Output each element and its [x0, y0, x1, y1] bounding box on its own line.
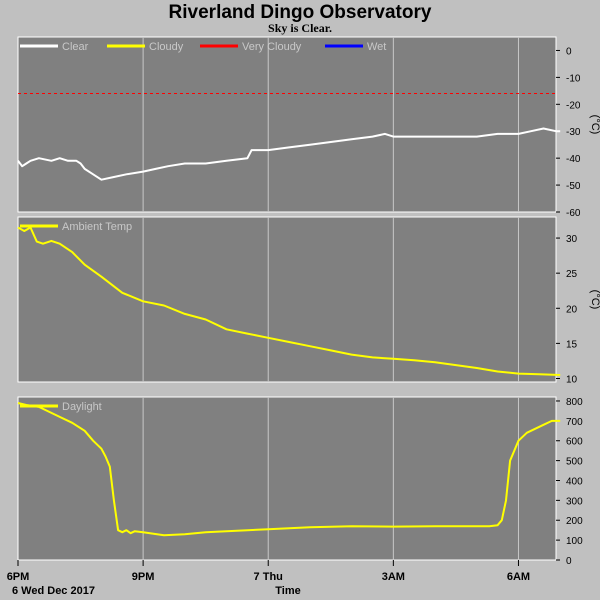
y-tick-label: 10 [566, 374, 578, 385]
plot-area [17, 36, 557, 213]
y-tick-label: 15 [566, 339, 578, 350]
panel-ambient: 30 25 20 15 10 (°C) Ambient Temp [17, 216, 600, 385]
plot-area [17, 396, 557, 561]
y-tick-label: 100 [566, 536, 583, 547]
y-axis-label: (°C) [589, 290, 600, 310]
legend-label: Wet [367, 41, 386, 53]
y-tick-label: -20 [566, 100, 581, 111]
series-line-ambient-temp [17, 226, 561, 376]
legend-label: Clear [62, 41, 89, 53]
x-tick-label: 7 Thu [254, 571, 283, 583]
chart-title: Riverland Dingo Observatory [169, 2, 432, 23]
panel-sky: 0 -10 -20 -30 -40 -50 -60 (°C) Clear Cloudy Very C… [17, 36, 600, 219]
y-tick-label: 200 [566, 516, 583, 527]
legend-label: Daylight [62, 401, 102, 413]
x-tick-label: 6AM [507, 571, 530, 583]
legend-label: Very Cloudy [242, 41, 302, 53]
y-tick-label: 25 [566, 269, 578, 280]
y-tick-label: 500 [566, 457, 583, 468]
y-tick-label: 300 [566, 496, 583, 507]
y-tick-label: -30 [566, 127, 581, 138]
series-line-clear [17, 127, 561, 181]
y-tick-label: 0 [566, 46, 572, 57]
y-tick-label: 30 [566, 234, 578, 245]
y-axis-label: (°C) [589, 115, 600, 135]
legend-label: Ambient Temp [62, 221, 132, 233]
plot-area [17, 216, 557, 383]
y-tick-label: -10 [566, 73, 581, 84]
y-tick-label: -50 [566, 181, 581, 192]
x-axis: 6PM 9PM 7 Thu 3AM 6AM [7, 560, 530, 583]
y-tick-label: 0 [566, 556, 572, 567]
x-tick-label: 9PM [132, 571, 155, 583]
x-tick-label: 3AM [382, 571, 405, 583]
y-tick-label: 700 [566, 417, 583, 428]
chart-subtitle: Sky is Clear. [268, 21, 332, 35]
x-tick-label: 6PM [7, 571, 30, 583]
y-tick-label: 600 [566, 437, 583, 448]
y-tick-label: -60 [566, 208, 581, 219]
legend-label: Cloudy [149, 41, 184, 53]
panel-daylight: 800 700 600 500 400 300 200 100 0 Daylight [17, 396, 583, 567]
y-tick-label: 400 [566, 476, 583, 487]
y-tick-label: -40 [566, 154, 581, 165]
x-axis-label: Time [275, 585, 300, 597]
y-tick-label: 800 [566, 397, 583, 408]
date-label: 6 Wed Dec 2017 [12, 585, 95, 597]
y-tick-label: 20 [566, 304, 578, 315]
series-line-daylight [17, 402, 561, 537]
